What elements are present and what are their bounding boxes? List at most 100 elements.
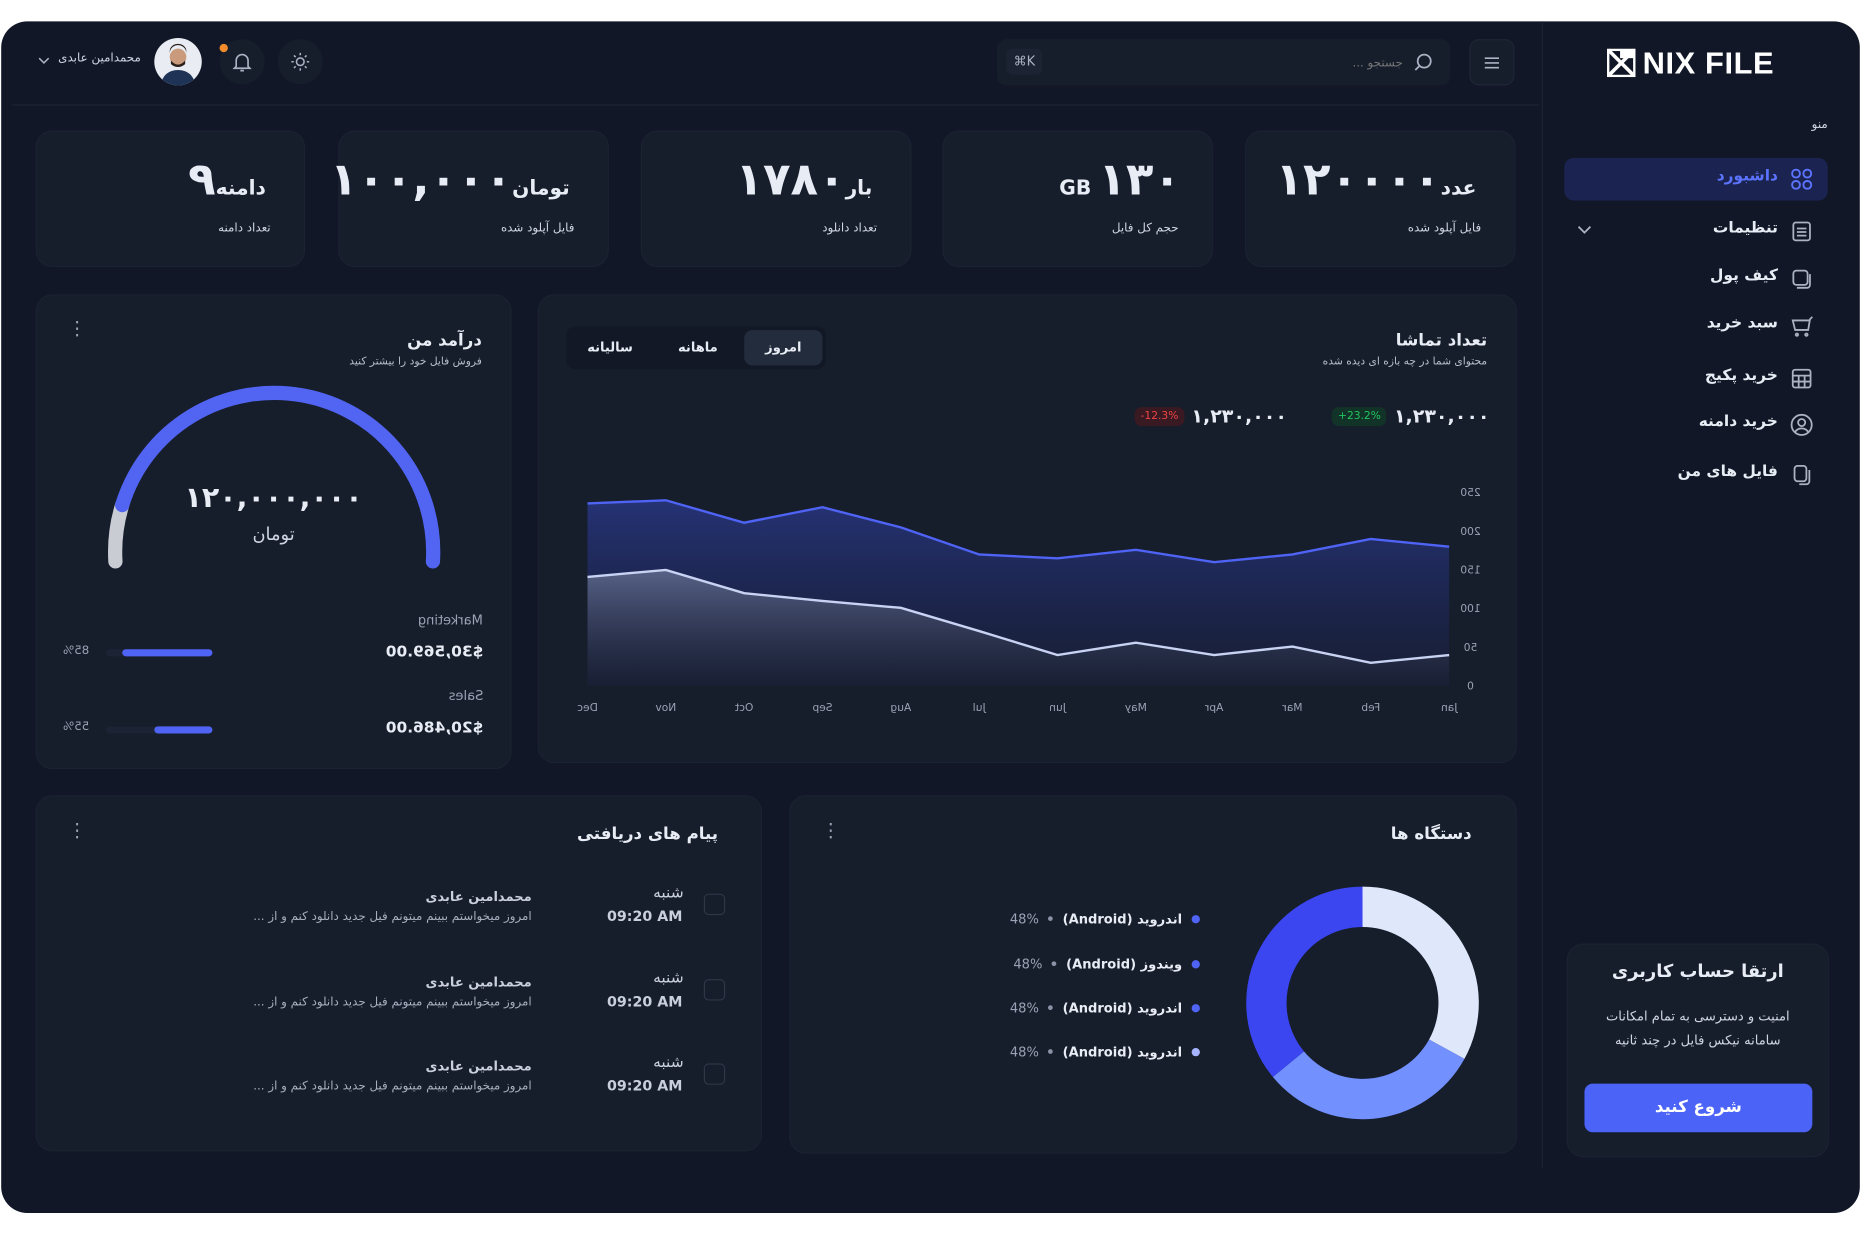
x-tick-label: Dec (577, 701, 598, 714)
x-tick-label: Jan (1441, 701, 1458, 714)
stat-value: ۱۷۸۰ (735, 153, 846, 206)
message-preview: امروز میخواستم ببینم میتونم فیل جدید دان… (253, 995, 532, 1009)
sales-progress-fill (153, 726, 213, 734)
sidebar-item-domain[interactable]: خرید دامنه (1564, 404, 1827, 447)
tab-monthly[interactable]: ماهانه (677, 339, 718, 355)
stat-value: ۹ (188, 153, 216, 206)
sidebar-item-label: خرید دامنه (1698, 413, 1778, 431)
cart-icon (1791, 316, 1813, 337)
stat-label: فایل آپلود شده (1407, 221, 1482, 235)
message-day: شنبه (653, 969, 684, 988)
shortcut-badge: ⌘K (1006, 48, 1043, 75)
sidebar-item-wallet[interactable]: کیف پول (1564, 258, 1827, 301)
y-tick-label: 150 (1460, 563, 1481, 576)
income-title: درآمد من (407, 331, 482, 351)
metric-value: ۱,۲۳۰,۰۰۰ (1393, 404, 1490, 428)
message-item[interactable]: شنبه 09:20 AM محمدامین عابدی امروز میخوا… (37, 970, 763, 1026)
legend-dot (1191, 914, 1200, 923)
messages-card: پیام های دریافتی ⋮ شنبه 09:20 AM محمدامی… (35, 795, 763, 1152)
upgrade-text-line2: سامانه نیکس فایل در چند ثانیه (1615, 1032, 1781, 1048)
more-options-icon[interactable]: ⋮ (821, 818, 841, 842)
income-gauge (108, 385, 441, 569)
legend-label: ویندوز (Android) (1066, 956, 1183, 972)
message-time: 09:20 AM (606, 1077, 683, 1095)
sidebar-divider (1541, 21, 1543, 1168)
stat-label: تعداد دانلود (822, 221, 878, 235)
period-tabs: امروز ماهانه سالیانه (566, 326, 827, 370)
views-title: تعداد تماشا (1395, 331, 1488, 351)
message-checkbox[interactable] (703, 893, 726, 916)
sidebar-item-package[interactable]: خرید پکیج (1564, 357, 1827, 400)
sidebar-item-settings[interactable]: تنظیمات (1564, 210, 1827, 253)
legend-item: اندروید (Android) 48% (1010, 908, 1200, 929)
menu-toggle-button[interactable] (1469, 39, 1515, 86)
x-tick-label: Aug (890, 701, 911, 714)
message-day: شنبه (653, 884, 684, 903)
message-item[interactable]: شنبه 09:20 AM محمدامین عابدی امروز میخوا… (37, 884, 763, 941)
stat-unit: بار (845, 176, 873, 201)
stat-label: حجم کل فایل (1111, 221, 1179, 235)
donut-slice-2 (1272, 1039, 1465, 1120)
x-tick-label: Apr (1204, 701, 1223, 714)
message-day: شنبه (653, 1053, 684, 1072)
legend-separator (1048, 1005, 1054, 1011)
x-tick-label: Nov (655, 701, 676, 714)
stat-card-domains: دامنه۹ تعداد دامنه (35, 130, 306, 268)
upgrade-card: ارتقا حساب کاربری امنیت و دسترسی به تمام… (1566, 943, 1829, 1158)
stat-value: ۱۲۰۰۰۰ (1275, 153, 1441, 206)
avatar[interactable] (154, 37, 202, 86)
y-tick-label: 100 (1460, 602, 1481, 615)
legend-percent: 48% (1013, 956, 1043, 972)
legend-separator (1051, 961, 1057, 967)
metric-change-badge: +23.2% (1332, 406, 1387, 426)
more-options-icon[interactable]: ⋮ (67, 818, 87, 842)
x-tick-label: Sep (812, 701, 832, 714)
tab-yearly[interactable]: سالیانه (587, 339, 633, 355)
views-card: تعداد تماشا محتوای شما در چه بازه ای دید… (537, 294, 1517, 764)
x-tick-label: Mar (1282, 701, 1303, 714)
legend-dot (1191, 959, 1200, 968)
upgrade-text-line1: امنیت و دسترسی به تمام امکانات (1605, 1008, 1790, 1025)
stat-value: ۱۳۰ (1098, 153, 1181, 206)
sidebar-item-label: خرید پکیج (1704, 366, 1778, 385)
search-input[interactable] (1056, 49, 1406, 76)
grid-icon (1791, 168, 1813, 190)
series-line-2 (587, 568, 1450, 664)
theme-toggle-button[interactable] (277, 39, 323, 85)
stat-unit: GB (1059, 176, 1092, 201)
message-checkbox[interactable] (703, 1063, 726, 1085)
message-preview: امروز میخواستم ببینم میتونم فیل جدید دان… (253, 1080, 532, 1094)
message-time: 09:20 AM (606, 993, 683, 1011)
files-icon (1793, 464, 1811, 486)
message-checkbox[interactable] (703, 979, 726, 1001)
series-line-1 (587, 499, 1450, 564)
donut-slice-3 (1246, 886, 1363, 1078)
sidebar-item-cart[interactable]: سبد خرید (1564, 305, 1827, 348)
sidebar-item-my-files[interactable]: فایل های من (1564, 453, 1827, 496)
sidebar-item-label: تنظیمات (1712, 219, 1778, 238)
message-item[interactable]: شنبه 09:20 AM محمدامین عابدی امروز میخوا… (37, 1054, 763, 1111)
logo[interactable]: NIX FILE (1607, 45, 1774, 81)
stat-card-downloads: بار۱۷۸۰ تعداد دانلود (640, 130, 912, 268)
legend-percent: 48% (1009, 1043, 1039, 1060)
donut-slice-1 (1362, 886, 1479, 1059)
stat-label: فایل آپلود شده (500, 221, 575, 235)
views-area-chart: 0 50 100 150 200 250 Jan Feb Mar Apr May Jun Jul Aug S… (577, 486, 1481, 714)
legend-label: اندروید (Android) (1062, 910, 1183, 927)
tab-today[interactable]: امروز (744, 329, 823, 366)
sidebar-item-dashboard[interactable]: داشبورد (1564, 157, 1828, 201)
start-button[interactable]: شروع کنید (1584, 1083, 1813, 1133)
y-tick-label: 250 (1460, 486, 1481, 499)
sun-icon (291, 52, 310, 71)
chevron-down-icon[interactable] (1576, 224, 1593, 236)
legend-percent: 48% (1009, 910, 1039, 927)
y-tick-label: 0 (1467, 680, 1474, 693)
logo-text: NIX FILE (1642, 44, 1775, 81)
x-tick-label: Oct (735, 701, 753, 714)
x-tick-label: Jul (973, 701, 987, 714)
message-sender: محمدامین عابدی (425, 1058, 532, 1075)
search-bar[interactable]: ⌘K (996, 39, 1451, 86)
marketing-progress-track (105, 649, 213, 657)
stat-label: تعداد دامنه (218, 221, 271, 235)
devices-donut-chart (1246, 886, 1479, 1120)
